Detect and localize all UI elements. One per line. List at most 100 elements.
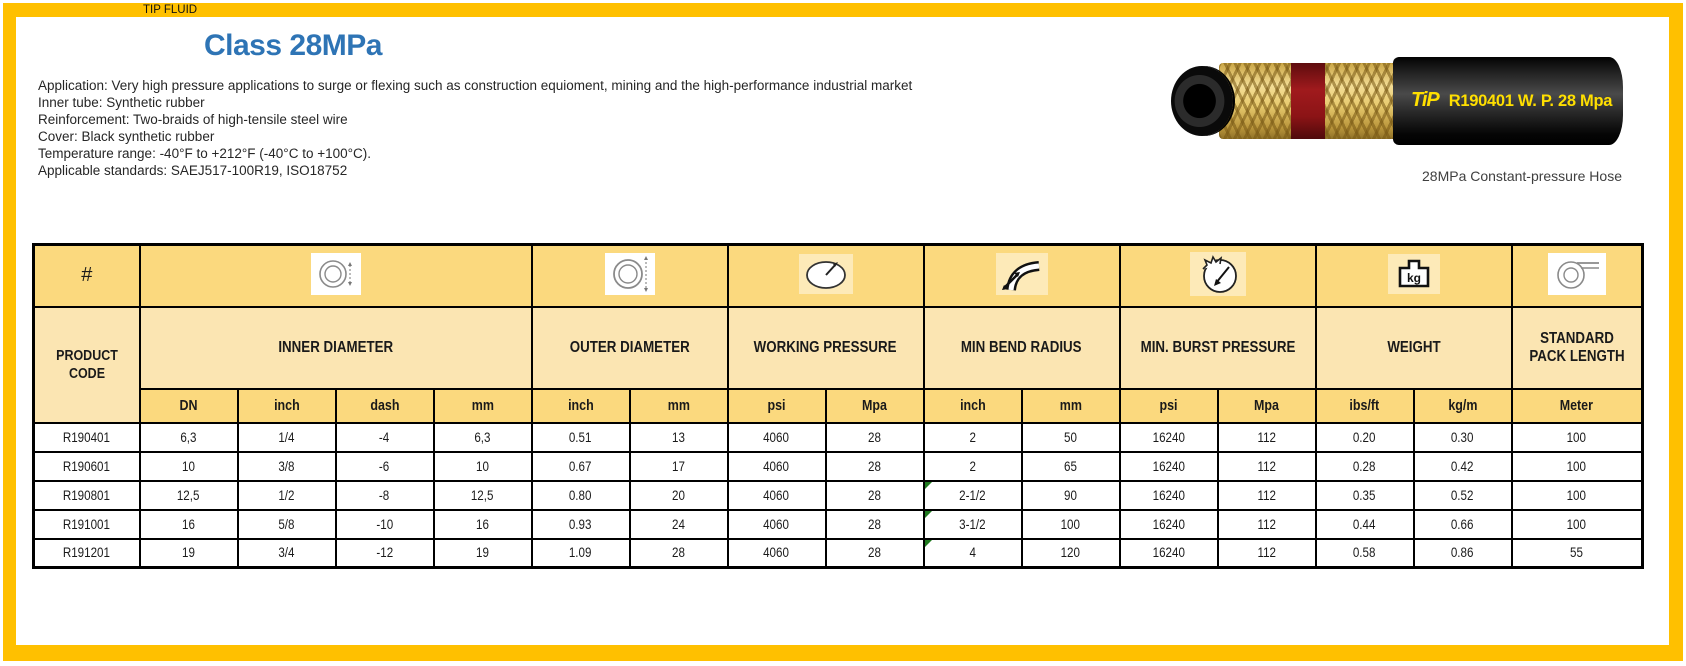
min-burst-pressure-icon [1189,251,1246,296]
weight-icon: kg [1387,253,1440,294]
hose-photo: TiP R190401 W. P. 28 Mpa [1171,57,1623,145]
value-cell: 65 [1020,450,1121,482]
spec-table: # [32,243,1644,569]
unit-cell: psi [1118,387,1219,424]
description-line: Cover: Black synthetic rubber [38,129,215,144]
value-cell: 100 [1510,508,1644,540]
value-cell: 112 [1216,421,1317,453]
description-line: Reinforcement: Two-braids of high-tensil… [38,112,348,127]
value-cell: 16240 [1118,450,1219,482]
value-cell: 3/4 [236,537,337,569]
unit-cell: mm [628,387,729,424]
unit-cell: Meter [1510,387,1644,424]
group-outer-diameter: OUTER DIAMETER [530,305,729,390]
value-cell: 12,5 [138,479,239,511]
value-cell: 19 [432,537,533,569]
value-cell: 16 [432,508,533,540]
hose-end-opening [1171,66,1233,136]
value-cell: 2-1/2 [922,479,1023,511]
pack-length-icon [1547,252,1606,295]
value-cell: 4060 [726,537,827,569]
unit-header-row: DN inch dash mm inch mm psi Mpa inch mm … [33,387,1644,424]
group-standard-pack-length: STANDARD PACK LENGTH [1510,305,1644,390]
value-cell: 0.44 [1314,508,1415,540]
group-working-pressure: WORKING PRESSURE [726,305,925,390]
inner-diameter-icon-cell [138,243,533,308]
unit-cell: mm [432,387,533,424]
value-cell: 6,3 [432,421,533,453]
value-cell: 28 [824,421,925,453]
table-row: R190401 6,3 1/4 -4 6,3 0.51 13 4060 28 2 50 16240 11… [32,421,1644,453]
value-cell: 0.35 [1314,479,1415,511]
value-cell: 112 [1216,508,1317,540]
value-cell: 90 [1020,479,1121,511]
min-bend-radius-icon-cell [922,243,1121,308]
value-cell: 0.80 [530,479,631,511]
value-cell: 4 [922,537,1023,569]
unit-cell: inch [922,387,1023,424]
value-cell: 1/2 [236,479,337,511]
hose-caption: 28MPa Constant-pressure Hose [1422,168,1622,184]
table-row: R190801 12,5 1/2 -8 12,5 0.80 20 4060 28 2-1/2 90 1… [32,479,1644,511]
unit-cell: inch [236,387,337,424]
value-cell: 6,3 [138,421,239,453]
product-code-cell: R191001 [32,508,141,540]
unit-cell: inch [530,387,631,424]
value-cell: 4060 [726,508,827,540]
value-cell: 0.52 [1412,479,1513,511]
datasheet-page: Class 28MPa Application: Very high press… [16,17,1669,645]
spec-table-body: R190401 6,3 1/4 -4 6,3 0.51 13 4060 28 2 50 16240 11… [32,421,1644,569]
description-block: Application: Very high pressure applicat… [38,77,912,179]
value-cell: 50 [1020,421,1121,453]
working-pressure-icon-cell [726,243,925,308]
value-cell: 100 [1510,479,1644,511]
value-cell: 10 [138,450,239,482]
value-cell: 28 [824,537,925,569]
weight-icon-cell: kg [1314,243,1513,308]
product-code-cell: R191201 [32,537,141,569]
brand-label: TIP FLUID [143,4,198,16]
value-cell: 28 [824,508,925,540]
group-header-row: PRODUCT CODE INNER DIAMETER OUTER DIAMET… [32,305,1644,424]
value-cell: 0.30 [1412,421,1513,453]
table-row: R190601 10 3/8 -6 10 0.67 17 4060 28 2 65 16240 112 0… [32,450,1644,482]
hose-print: TiP R190401 W. P. 28 Mpa [1411,89,1617,112]
group-min-burst-pressure: MIN. BURST PRESSURE [1118,305,1317,390]
description-line: Inner tube: Synthetic rubber [38,95,205,110]
value-cell: 1/4 [236,421,337,453]
unit-cell: Mpa [824,387,925,424]
value-cell: 55 [1510,537,1644,569]
value-cell: -8 [334,479,435,511]
product-code-cell: R190801 [32,479,141,511]
value-cell: 16 [138,508,239,540]
value-cell: 0.42 [1412,450,1513,482]
value-cell: 20 [628,479,729,511]
unit-cell: mm [1020,387,1121,424]
value-cell: 16240 [1118,508,1219,540]
value-cell: 2 [922,450,1023,482]
value-cell: 4060 [726,421,827,453]
min-bend-radius-icon [995,252,1048,295]
group-weight: WEIGHT [1314,305,1513,390]
value-cell: 5/8 [236,508,337,540]
outer-diameter-icon [604,252,655,295]
product-code-header: PRODUCT CODE [32,305,141,424]
value-cell: 100 [1510,421,1644,453]
table-row: R191001 16 5/8 -10 16 0.93 24 4060 28 3-1/2 100 162… [32,508,1644,540]
value-cell: 120 [1020,537,1121,569]
value-cell: 2 [922,421,1023,453]
value-cell: 28 [824,450,925,482]
unit-cell: Mpa [1216,387,1317,424]
outer-diameter-icon-cell [530,243,729,308]
unit-cell: dash [334,387,435,424]
description-line: Application: Very high pressure applicat… [38,78,913,93]
description-line: Applicable standards: SAEJ517-100R19, IS… [38,163,348,178]
unit-cell: DN [138,387,239,424]
unit-cell: kg/m [1412,387,1513,424]
value-cell: 4060 [726,450,827,482]
pack-length-icon-cell [1510,243,1644,308]
value-cell: 13 [628,421,729,453]
value-cell: 0.58 [1314,537,1415,569]
value-cell: 19 [138,537,239,569]
svg-text:kg: kg [1406,271,1420,285]
